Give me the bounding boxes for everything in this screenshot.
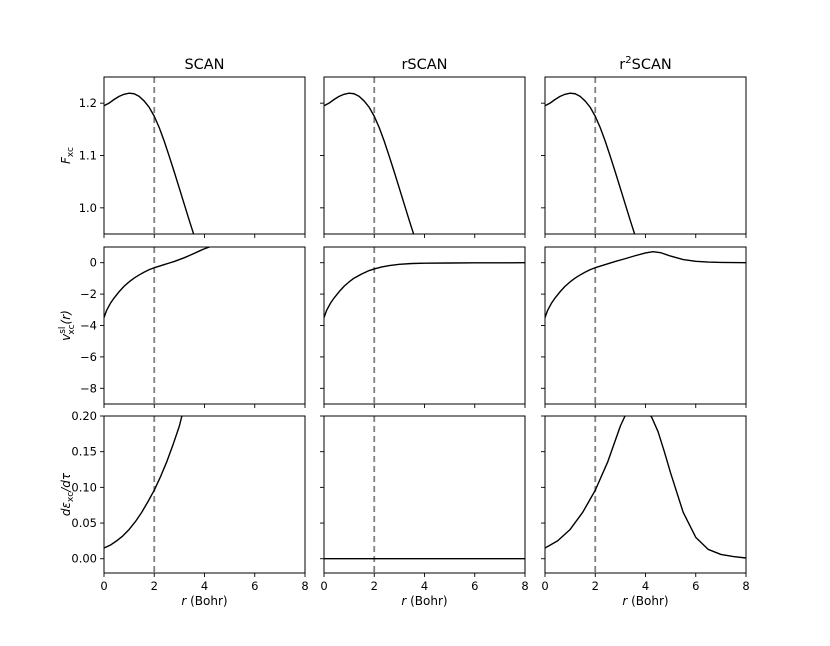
x-axis-label: r (Bohr) xyxy=(181,594,227,608)
series-line xyxy=(545,416,746,559)
x-tick-label: 4 xyxy=(642,579,649,593)
y-tick-label: −2 xyxy=(80,287,97,301)
x-tick-label: 6 xyxy=(692,579,699,593)
column-title-1: SCAN xyxy=(184,57,224,73)
y-tick-label: 1.1 xyxy=(79,149,97,163)
y-tick-label: −6 xyxy=(80,350,97,364)
x-axis-label: r (Bohr) xyxy=(622,594,668,608)
axes-frame xyxy=(544,76,747,235)
panel-r2-c3 xyxy=(541,246,747,408)
x-axis-label: r (Bohr) xyxy=(401,594,447,608)
panel-r2-c1: −8 −6 −4 −2 0 xyxy=(80,246,306,408)
y-tick-label: −4 xyxy=(80,319,97,333)
x-tick-label: 6 xyxy=(251,579,258,593)
axes-frame xyxy=(323,415,526,574)
x-tick-label: 8 xyxy=(301,579,308,593)
axes-frame xyxy=(103,415,306,574)
y-tick-label: 0.05 xyxy=(71,516,97,530)
y-axis-label-row-3: dεxc/dτ xyxy=(59,472,76,516)
x-tick-label: 0 xyxy=(541,579,548,593)
panel-r1-c1: 1.0 1.1 1.2 xyxy=(79,76,306,238)
panel-r3-c3: 0 2 4 6 8 r (Bohr) xyxy=(541,415,750,608)
y-tick-label: −8 xyxy=(80,381,97,395)
y-tick-label: 0 xyxy=(90,256,97,270)
x-tick-label: 8 xyxy=(742,579,749,593)
x-tick-label: 0 xyxy=(320,579,327,593)
panel-r2-c2 xyxy=(320,246,526,408)
x-tick-label: 4 xyxy=(201,579,208,593)
axes-frame xyxy=(103,76,306,235)
y-axis-label-row-2: vslxc(r) xyxy=(58,310,77,341)
column-title-2: rSCAN xyxy=(401,57,447,73)
x-tick-label: 2 xyxy=(592,579,599,593)
axes-frame xyxy=(544,246,747,405)
axes-frame xyxy=(323,246,526,405)
x-tick-label: 2 xyxy=(371,579,378,593)
column-title-3: r2SCAN xyxy=(619,55,671,73)
panel-r3-c1: 0.00 0.05 0.10 0.15 0.20 0 2 4 6 8 r (Bohr) xyxy=(71,409,308,608)
axes-frame xyxy=(323,76,526,235)
series-line xyxy=(104,247,210,318)
x-tick-label: 6 xyxy=(471,579,478,593)
panel-r1-c3 xyxy=(541,76,747,238)
y-axis-label-row-1: Fxc xyxy=(59,147,76,164)
y-tick-label: 1.0 xyxy=(79,201,97,215)
y-tick-label: 0.10 xyxy=(71,480,97,494)
figure-layer: SCAN rSCAN r2SCAN 1.0 1.1 1.2 Fxc −8 −6 −4 −2 0 vslx… xyxy=(58,55,750,608)
series-line xyxy=(545,92,636,234)
x-tick-label: 2 xyxy=(151,579,158,593)
y-tick-label: 1.2 xyxy=(79,96,97,110)
y-tick-label: 0.00 xyxy=(71,552,97,566)
axes-frame xyxy=(544,415,747,574)
series-line xyxy=(104,92,195,234)
y-tick-label: 0.15 xyxy=(71,445,97,459)
series-line xyxy=(324,262,525,318)
y-tick-label: 0.20 xyxy=(71,409,97,423)
x-tick-label: 4 xyxy=(421,579,428,593)
panel-r1-c2 xyxy=(320,76,526,238)
series-line xyxy=(104,416,183,549)
x-tick-label: 0 xyxy=(100,579,107,593)
x-tick-label: 8 xyxy=(521,579,528,593)
series-line xyxy=(545,251,746,318)
axes-frame xyxy=(103,246,306,405)
panel-r3-c2: 0 2 4 6 8 r (Bohr) xyxy=(320,415,529,608)
series-line xyxy=(324,92,415,234)
